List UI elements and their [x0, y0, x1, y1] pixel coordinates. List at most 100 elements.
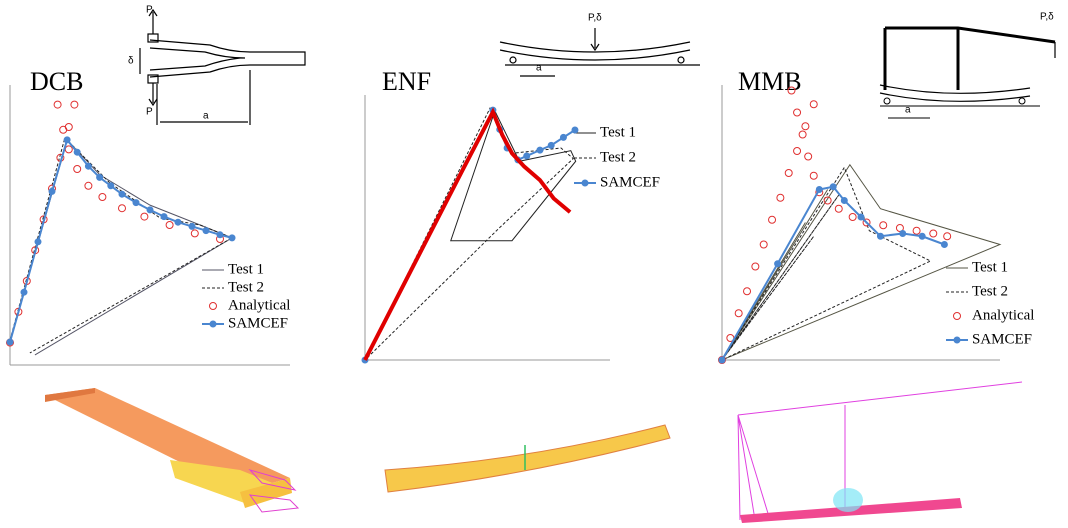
- legend-label: Analytical: [228, 297, 290, 313]
- data-point: [944, 233, 951, 240]
- data-point: [849, 214, 856, 221]
- data-point: [141, 213, 148, 220]
- legend-swatch: [582, 180, 588, 186]
- chart-title: ENF: [382, 67, 431, 96]
- series-line: [722, 165, 1000, 360]
- data-point: [802, 123, 809, 130]
- legend-label: Test 1: [600, 124, 636, 140]
- series-line: [10, 138, 232, 353]
- schematic-label: P,δ: [588, 13, 602, 24]
- schematic-label: δ: [128, 56, 134, 67]
- data-point: [49, 188, 55, 194]
- legend-label: Test 2: [600, 149, 636, 165]
- legend-label: Test 2: [972, 283, 1008, 299]
- data-point: [913, 227, 920, 234]
- data-point: [147, 207, 153, 213]
- data-point: [919, 233, 925, 239]
- data-point: [799, 131, 806, 138]
- data-point: [835, 205, 842, 212]
- data-point: [85, 163, 91, 169]
- data-point: [74, 166, 81, 173]
- data-point: [941, 242, 947, 248]
- series-line: [10, 140, 232, 355]
- legend-swatch: [210, 303, 217, 310]
- schematic-label: a: [203, 111, 209, 122]
- data-point: [203, 228, 209, 234]
- data-point: [900, 231, 906, 237]
- legend-label: Test 2: [228, 279, 264, 295]
- data-point: [65, 146, 72, 153]
- fe-enf: [385, 425, 670, 492]
- legend-label: SAMCEF: [228, 315, 288, 331]
- schematic-label: a: [536, 63, 542, 74]
- data-point: [85, 182, 92, 189]
- data-point: [166, 222, 173, 229]
- data-point: [229, 235, 235, 241]
- schematic-label: P: [146, 5, 153, 16]
- data-point: [191, 230, 198, 237]
- data-point: [805, 153, 812, 160]
- legend-label: Test 1: [228, 261, 264, 277]
- data-point: [735, 310, 742, 317]
- data-point: [161, 214, 167, 220]
- legend-label: Test 1: [972, 259, 1008, 275]
- data-point: [816, 187, 822, 193]
- data-point: [217, 232, 223, 238]
- data-point: [877, 233, 883, 239]
- legend-label: SAMCEF: [972, 331, 1032, 347]
- data-point: [64, 137, 70, 143]
- data-point: [189, 223, 195, 229]
- data-point: [775, 261, 781, 267]
- chart-title: DCB: [30, 67, 83, 96]
- data-point: [108, 183, 114, 189]
- chart-title: MMB: [738, 67, 802, 96]
- schematic-label: P,δ: [1040, 12, 1054, 23]
- data-point: [71, 101, 78, 108]
- data-point: [752, 263, 759, 270]
- data-point: [119, 205, 126, 212]
- data-point: [810, 101, 817, 108]
- data-point: [794, 109, 801, 116]
- data-point: [99, 194, 106, 201]
- data-point: [769, 216, 776, 223]
- data-point: [537, 147, 543, 153]
- schematic-label: a: [905, 105, 911, 116]
- series-line: [10, 140, 232, 342]
- data-point: [719, 357, 725, 363]
- data-point: [54, 101, 61, 108]
- data-point: [21, 289, 27, 295]
- legend-swatch: [954, 337, 960, 343]
- data-point: [35, 239, 41, 245]
- data-point: [524, 153, 530, 159]
- data-point: [858, 214, 864, 220]
- data-point: [560, 134, 566, 140]
- data-point: [119, 191, 125, 197]
- schematic-label: P: [146, 107, 153, 118]
- data-point: [830, 184, 836, 190]
- series-line: [365, 108, 573, 360]
- data-point: [744, 288, 751, 295]
- fe-mmb: [738, 382, 1022, 523]
- data-point: [760, 241, 767, 248]
- data-point: [7, 339, 13, 345]
- legend-label: SAMCEF: [600, 174, 660, 190]
- data-point: [97, 174, 103, 180]
- data-point: [810, 172, 817, 179]
- data-point: [777, 194, 784, 201]
- legend-swatch: [954, 313, 961, 320]
- data-point: [880, 222, 887, 229]
- figure: P P δ a P,δ a P,δ a DCBTest 1Tes: [0, 0, 1068, 528]
- legend-swatch: [210, 321, 216, 327]
- enf-schematic: [500, 28, 700, 76]
- data-point: [794, 148, 801, 155]
- dcb-schematic: [140, 10, 305, 125]
- data-point: [572, 127, 578, 133]
- data-point: [930, 230, 937, 237]
- fe-dcb: [45, 388, 298, 512]
- data-point: [175, 219, 181, 225]
- data-point: [60, 126, 67, 133]
- data-point: [785, 170, 792, 177]
- data-point: [841, 198, 847, 204]
- data-point: [133, 200, 139, 206]
- data-point: [74, 149, 80, 155]
